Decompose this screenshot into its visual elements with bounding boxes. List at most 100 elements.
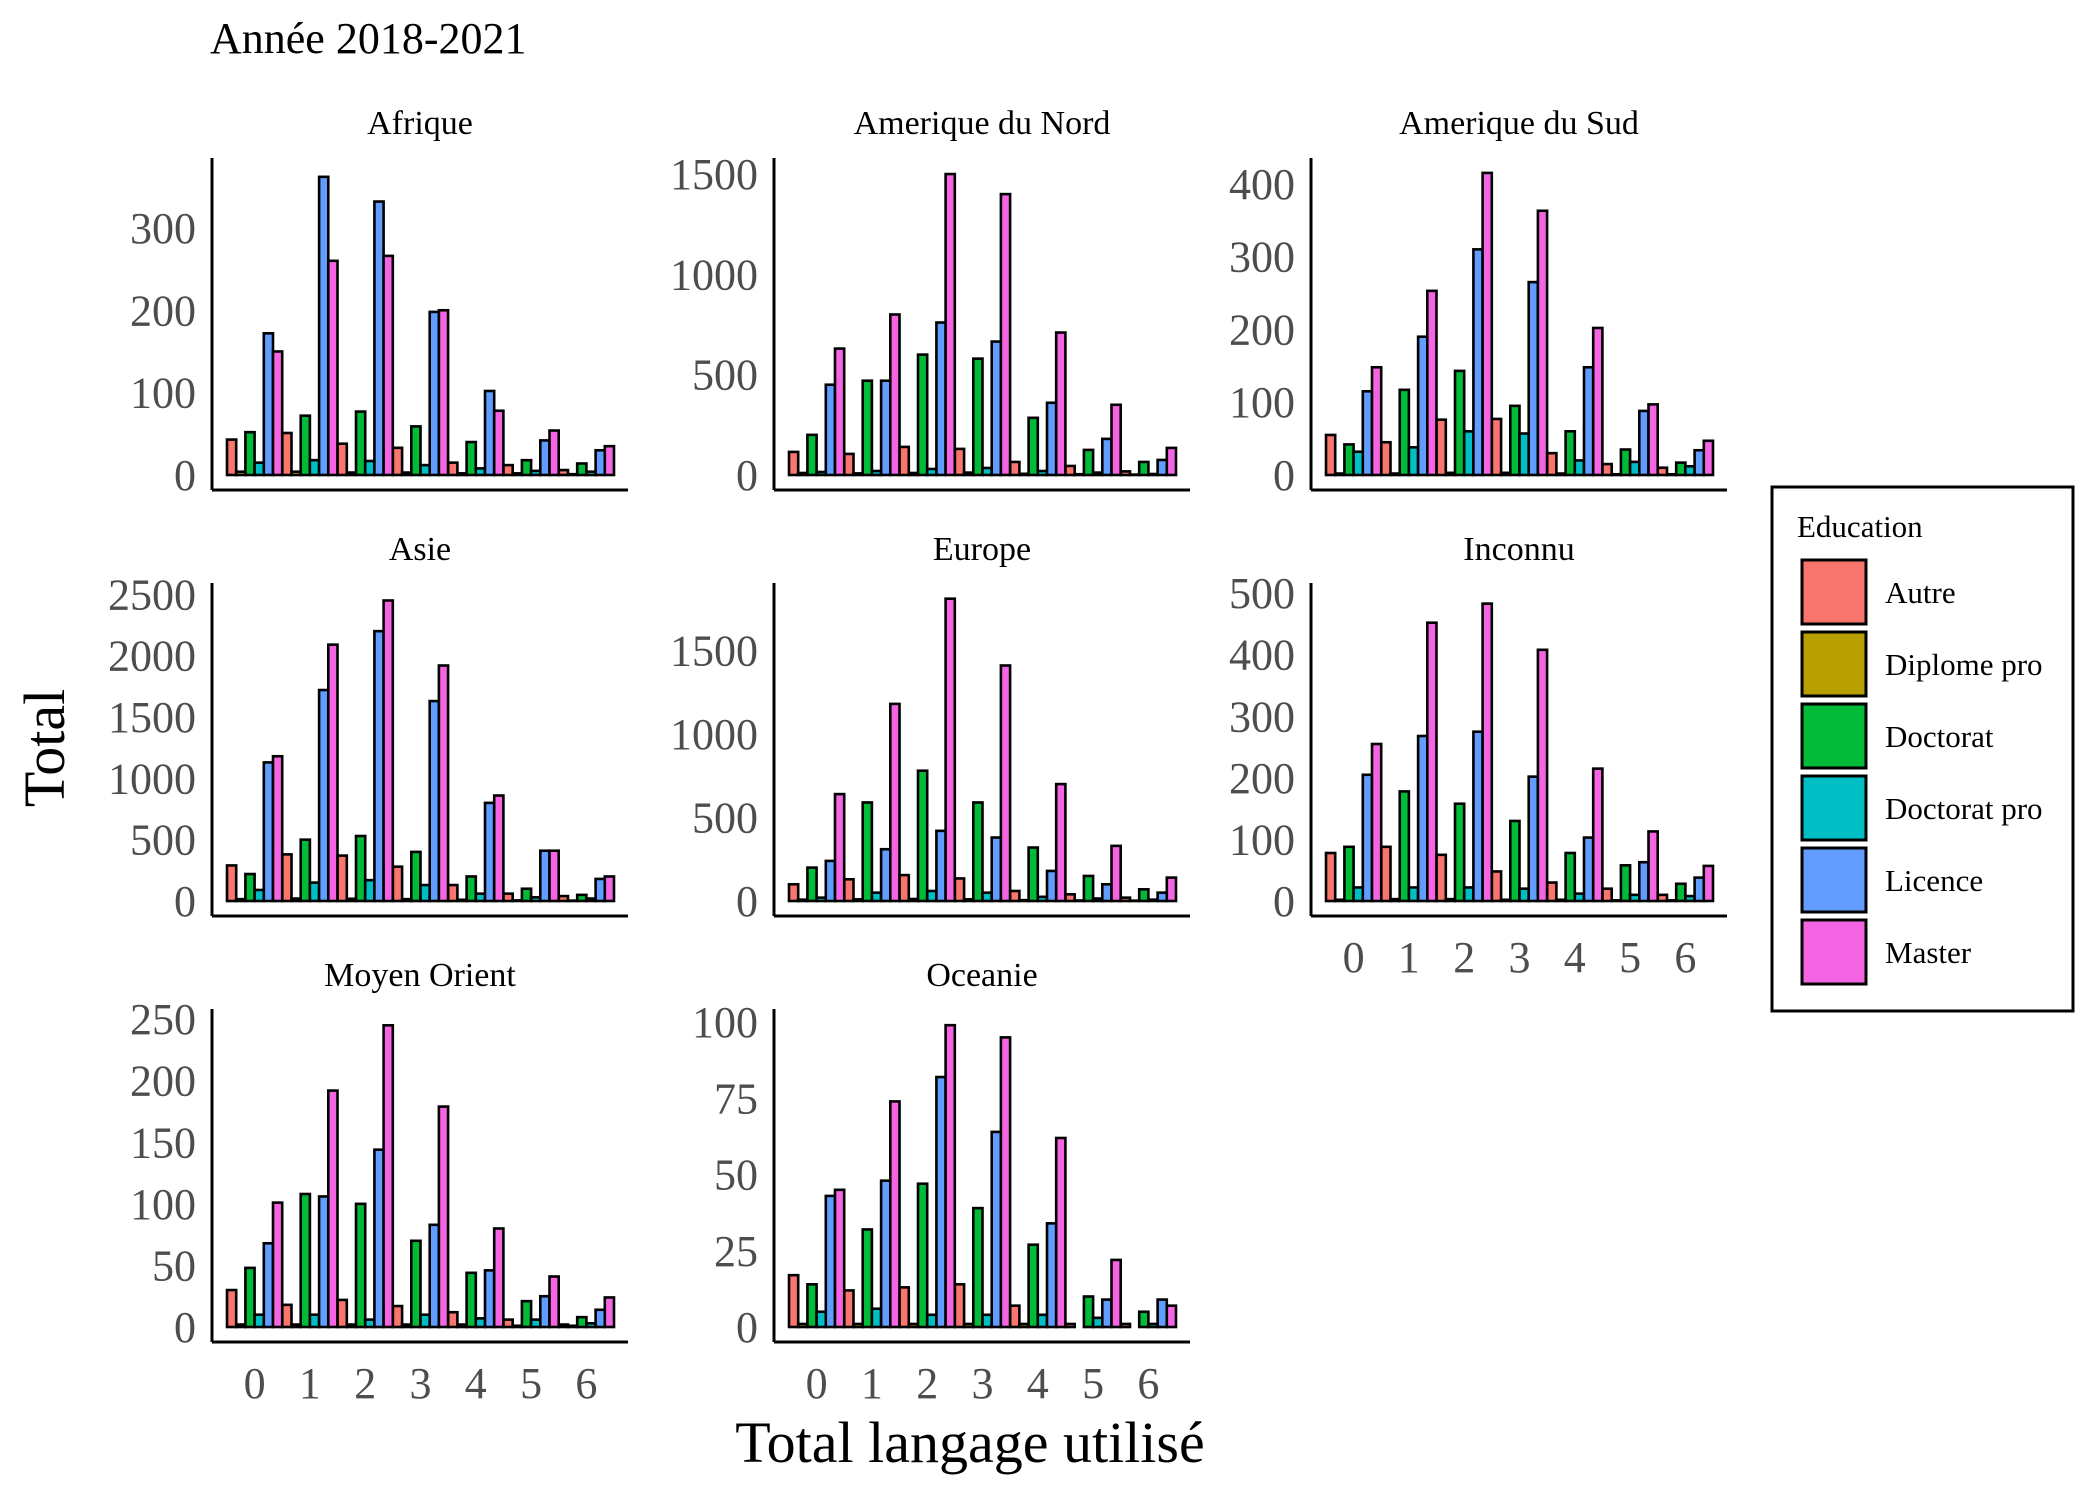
bar xyxy=(890,704,899,901)
bar xyxy=(936,1077,945,1327)
bar xyxy=(365,1320,374,1327)
bar xyxy=(1593,769,1602,901)
y-tick-label: 250 xyxy=(130,995,196,1044)
bar xyxy=(467,442,476,475)
bar xyxy=(430,701,439,901)
bar xyxy=(936,323,945,475)
bar xyxy=(1455,804,1464,901)
bar xyxy=(1158,460,1167,475)
y-tick-label: 100 xyxy=(130,1180,196,1229)
bar xyxy=(522,1301,531,1327)
bar xyxy=(1001,666,1010,902)
y-tick-label: 0 xyxy=(174,877,196,926)
bar xyxy=(1566,853,1575,901)
bar xyxy=(1685,896,1694,901)
bar xyxy=(236,1325,245,1327)
bar xyxy=(1593,328,1602,475)
bar xyxy=(1010,891,1019,901)
bar xyxy=(596,879,605,901)
y-tick-label: 1500 xyxy=(670,626,758,675)
bar xyxy=(1529,282,1538,475)
y-tick-label: 1500 xyxy=(670,150,758,199)
bar xyxy=(374,1150,383,1327)
bar xyxy=(439,666,448,902)
bar xyxy=(384,600,393,901)
bar xyxy=(411,852,420,901)
bar xyxy=(1019,1324,1028,1327)
bar xyxy=(1047,871,1056,901)
bar xyxy=(992,1132,1001,1327)
bar xyxy=(255,1315,264,1327)
bar xyxy=(890,1101,899,1327)
y-tick-label: 300 xyxy=(1229,692,1295,741)
y-tick-label: 75 xyxy=(714,1074,758,1123)
bar xyxy=(384,1025,393,1327)
bar xyxy=(1019,474,1028,475)
bar xyxy=(1112,1260,1121,1327)
y-tick-label: 50 xyxy=(152,1241,196,1290)
bar xyxy=(282,433,291,475)
bar xyxy=(1363,391,1372,475)
bar xyxy=(1520,434,1529,475)
x-tick-label: 6 xyxy=(1674,933,1696,982)
bar xyxy=(255,890,264,901)
bar xyxy=(374,631,383,901)
bar xyxy=(402,473,411,475)
bar xyxy=(890,314,899,475)
bar xyxy=(1409,447,1418,475)
panel-title: Amerique du Sud xyxy=(1399,105,1639,142)
bar xyxy=(596,450,605,475)
bar xyxy=(402,899,411,901)
bar xyxy=(374,202,383,475)
bar xyxy=(1158,1300,1167,1327)
y-tick-label: 1500 xyxy=(108,693,196,742)
bar xyxy=(568,474,577,475)
bar xyxy=(1354,452,1363,475)
bar xyxy=(1510,821,1519,901)
bar xyxy=(1400,390,1409,475)
bar xyxy=(1621,865,1630,901)
x-tick-label: 5 xyxy=(1619,933,1641,982)
bar xyxy=(531,471,540,475)
bar xyxy=(550,431,559,475)
y-tick-label: 100 xyxy=(1229,378,1295,427)
bar xyxy=(900,875,909,901)
bar xyxy=(421,1315,430,1327)
x-tick-label: 5 xyxy=(1082,1359,1104,1408)
bar xyxy=(835,1190,844,1327)
bar xyxy=(918,355,927,475)
bar xyxy=(1492,419,1501,475)
bar xyxy=(1391,899,1400,901)
bar xyxy=(1473,249,1482,475)
bar xyxy=(338,856,347,901)
bar xyxy=(807,868,816,901)
bar xyxy=(863,381,872,475)
bar xyxy=(1335,474,1344,475)
bar xyxy=(485,803,494,901)
bar xyxy=(586,899,595,901)
bar xyxy=(1446,899,1455,901)
bar xyxy=(1148,474,1157,475)
bar xyxy=(1010,462,1019,475)
y-tick-label: 25 xyxy=(714,1227,758,1276)
y-tick-label: 500 xyxy=(130,816,196,865)
bar xyxy=(1575,894,1584,901)
bar xyxy=(1695,450,1704,475)
bar xyxy=(1667,474,1676,475)
bar xyxy=(1676,884,1685,901)
bar xyxy=(1464,887,1473,901)
bar xyxy=(540,440,549,475)
bar xyxy=(1167,878,1176,901)
bar xyxy=(946,599,955,901)
bar xyxy=(1344,444,1353,475)
bar xyxy=(1047,403,1056,475)
bar xyxy=(328,1091,337,1327)
y-tick-label: 500 xyxy=(692,351,758,400)
bar xyxy=(227,440,236,475)
bar xyxy=(1075,474,1084,475)
bar xyxy=(1038,897,1047,901)
bar xyxy=(448,463,457,475)
bar xyxy=(854,899,863,901)
bar xyxy=(1112,846,1121,901)
bar xyxy=(1538,650,1547,901)
